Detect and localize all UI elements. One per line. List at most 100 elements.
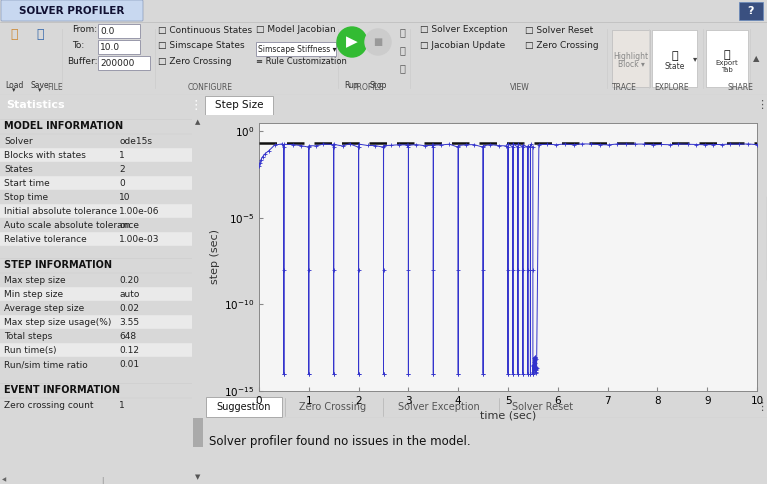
Text: MODEL INFORMATION: MODEL INFORMATION	[4, 121, 123, 131]
Text: □ Continuous States: □ Continuous States	[158, 26, 252, 34]
Bar	[0, 176, 192, 190]
Text: 10.0: 10.0	[100, 43, 120, 51]
Text: 0.12: 0.12	[119, 346, 139, 355]
Circle shape	[337, 27, 367, 57]
Text: PROFILE: PROFILE	[352, 83, 384, 92]
Text: Highlight: Highlight	[614, 52, 649, 61]
Text: ▶: ▶	[346, 34, 358, 49]
Text: EVENT INFORMATION: EVENT INFORMATION	[4, 385, 120, 395]
Text: Solver Exception: Solver Exception	[398, 402, 480, 412]
Bar	[0, 315, 192, 329]
Text: ■: ■	[374, 37, 383, 47]
Y-axis label: step (sec): step (sec)	[210, 229, 220, 285]
Text: State: State	[665, 62, 685, 71]
Text: 0.0: 0.0	[100, 27, 114, 35]
Text: 3.55: 3.55	[119, 318, 139, 327]
Text: Blocks with states: Blocks with states	[4, 151, 86, 160]
Text: 200000: 200000	[100, 59, 134, 67]
Bar	[256, 42, 336, 56]
Text: 1.00e-03: 1.00e-03	[119, 235, 160, 244]
Text: 648: 648	[119, 332, 137, 341]
Text: ▼: ▼	[196, 474, 201, 480]
Text: ▲: ▲	[196, 119, 201, 125]
Text: Min step size: Min step size	[4, 290, 63, 299]
Text: Run/sim time ratio: Run/sim time ratio	[4, 360, 87, 369]
Text: SOLVER PROFILER: SOLVER PROFILER	[19, 6, 125, 16]
Text: □ Zero Crossing: □ Zero Crossing	[158, 58, 232, 66]
Text: 1: 1	[119, 151, 125, 160]
Text: Zero crossing count: Zero crossing count	[4, 401, 94, 410]
Text: SHARE: SHARE	[727, 83, 753, 92]
Text: ▾: ▾	[693, 54, 697, 63]
Text: ◀: ◀	[2, 478, 6, 483]
Bar	[706, 30, 748, 87]
Bar	[0, 204, 192, 218]
Text: Total steps: Total steps	[4, 332, 52, 341]
Text: 📁: 📁	[10, 28, 18, 41]
Text: ▲: ▲	[752, 54, 759, 63]
Text: auto: auto	[119, 290, 140, 299]
Text: VIEW: VIEW	[510, 83, 530, 92]
Text: ✋: ✋	[399, 63, 405, 73]
Text: ≡ Rule Customization: ≡ Rule Customization	[256, 58, 347, 66]
Text: ⋮: ⋮	[756, 100, 767, 110]
FancyBboxPatch shape	[1, 0, 143, 21]
Text: Average step size: Average step size	[4, 304, 84, 313]
Text: 2: 2	[119, 165, 125, 174]
Text: 1: 1	[119, 401, 125, 410]
Text: Suggestion: Suggestion	[217, 402, 272, 412]
Text: States: States	[4, 165, 33, 174]
Text: Stop time: Stop time	[4, 193, 48, 202]
Text: Block ▾: Block ▾	[617, 60, 644, 69]
Text: ⋮: ⋮	[756, 402, 767, 412]
Bar	[205, 96, 273, 115]
Text: Max step size usage(%): Max step size usage(%)	[4, 318, 111, 327]
Bar	[652, 30, 697, 87]
Text: Load: Load	[5, 80, 23, 90]
Bar	[0, 148, 192, 162]
Circle shape	[365, 29, 391, 55]
Text: To:: To:	[72, 42, 84, 50]
Text: Step Size: Step Size	[215, 100, 263, 110]
Text: 0: 0	[119, 179, 125, 188]
Text: Save: Save	[31, 80, 49, 90]
Text: CONFIGURE: CONFIGURE	[187, 83, 232, 92]
Text: on: on	[119, 221, 130, 230]
Text: Buffer:: Buffer:	[67, 58, 97, 66]
Text: □ Solver Reset: □ Solver Reset	[525, 26, 593, 34]
Text: □ Simscape States: □ Simscape States	[158, 42, 245, 50]
Text: Run time(s): Run time(s)	[4, 346, 57, 355]
Text: 💾: 💾	[36, 28, 44, 41]
Text: ▾: ▾	[12, 87, 16, 93]
Text: TRACE: TRACE	[611, 83, 637, 92]
Text: FILE: FILE	[48, 83, 63, 92]
Text: Simscape Stiffness ▾: Simscape Stiffness ▾	[258, 45, 337, 54]
Text: 🔍: 🔍	[399, 45, 405, 55]
Text: Statistics: Statistics	[6, 100, 64, 110]
Text: □ Zero Crossing: □ Zero Crossing	[525, 42, 598, 50]
Text: □ Solver Exception: □ Solver Exception	[420, 26, 508, 34]
Bar	[98, 24, 140, 38]
Text: Zero Crossing: Zero Crossing	[298, 402, 366, 412]
Text: Max step size: Max step size	[4, 276, 66, 285]
Text: 1.00e-06: 1.00e-06	[119, 207, 160, 216]
Bar	[612, 30, 650, 87]
Text: 0.20: 0.20	[119, 276, 139, 285]
Text: ▾: ▾	[38, 87, 41, 93]
Text: Solver: Solver	[4, 137, 33, 146]
Text: 🔍: 🔍	[672, 51, 678, 61]
Text: 0.02: 0.02	[119, 304, 139, 313]
Bar	[206, 397, 282, 417]
Text: □ Jacobian Update: □ Jacobian Update	[420, 42, 505, 50]
Text: STEP INFORMATION: STEP INFORMATION	[4, 260, 112, 270]
Text: □ Model Jacobian: □ Model Jacobian	[256, 26, 336, 34]
Text: Solver Reset: Solver Reset	[512, 402, 574, 412]
Text: Export
Tab: Export Tab	[716, 60, 739, 73]
Text: Stop: Stop	[370, 80, 387, 90]
Bar	[0, 287, 192, 301]
X-axis label: time (sec): time (sec)	[480, 410, 536, 420]
Text: From:: From:	[72, 26, 97, 34]
Text: Solver profiler found no issues in the model.: Solver profiler found no issues in the m…	[209, 435, 471, 448]
Text: 🔍: 🔍	[399, 27, 405, 37]
Text: EXPLORE: EXPLORE	[655, 83, 690, 92]
